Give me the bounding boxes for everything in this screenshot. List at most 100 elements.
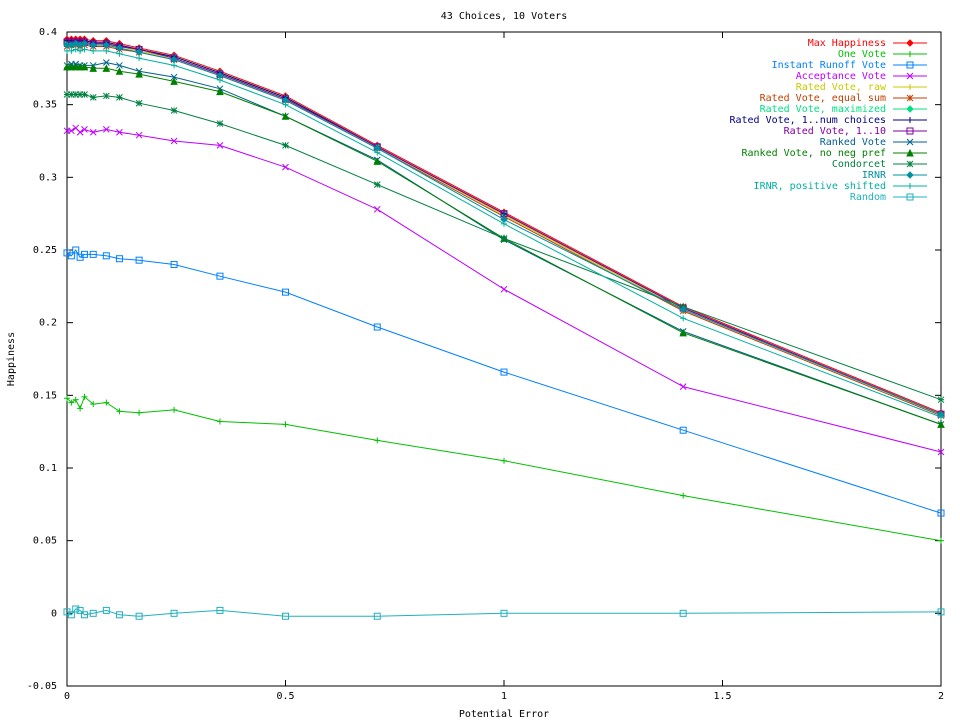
data-point	[81, 126, 88, 133]
data-point	[89, 609, 97, 617]
data-point	[282, 101, 289, 108]
point-square	[500, 368, 508, 376]
data-point	[500, 609, 508, 617]
data-point	[282, 163, 289, 171]
data-point	[102, 59, 110, 66]
point-square	[135, 256, 143, 264]
point-square	[115, 255, 123, 263]
point-square	[89, 250, 97, 258]
data-point	[72, 605, 80, 613]
point-stroke	[135, 99, 143, 107]
point-stroke	[937, 448, 945, 456]
point-square	[102, 606, 110, 614]
y-tick-label: 0.05	[33, 536, 57, 547]
data-point	[500, 368, 508, 376]
legend-label: Condorcet	[832, 159, 886, 170]
point-square	[282, 612, 289, 620]
point-square	[500, 609, 508, 617]
data-point	[170, 609, 178, 617]
data-point	[71, 62, 80, 71]
point-square	[170, 261, 178, 269]
data-point	[103, 399, 110, 406]
legend-label: Ranked Vote, no neg pref	[742, 148, 887, 159]
data-point	[937, 509, 945, 517]
data-point	[906, 171, 914, 179]
legend-label: Rated Vote, maximized	[760, 104, 886, 115]
legend-item: Instant Runoff Vote	[772, 60, 927, 71]
data-point	[501, 457, 507, 464]
y-tick-label: 0	[51, 608, 57, 619]
data-point	[906, 61, 914, 69]
data-point	[81, 46, 88, 53]
data-point	[906, 138, 914, 146]
point-square	[937, 608, 945, 616]
data-point	[90, 47, 97, 54]
point-stroke	[373, 181, 381, 188]
series-line	[67, 127, 942, 453]
data-point	[906, 160, 914, 168]
series-condorcet	[63, 91, 945, 404]
y-axis-label: Happiness	[6, 332, 17, 386]
data-point	[373, 157, 382, 165]
data-point	[216, 142, 224, 149]
data-point	[374, 437, 381, 444]
legend-item: Condorcet	[832, 159, 927, 170]
data-point	[216, 76, 223, 83]
data-point	[906, 148, 914, 157]
point-diamond	[906, 39, 914, 47]
point-stroke	[135, 131, 143, 139]
point-stroke	[102, 126, 110, 133]
data-point	[116, 128, 123, 136]
point-stroke	[116, 94, 123, 101]
point-stroke	[170, 137, 178, 145]
y-tick-label: 0.2	[39, 318, 57, 329]
data-point	[171, 406, 178, 413]
data-point	[282, 142, 289, 149]
point-triangle	[80, 62, 89, 71]
data-point	[906, 94, 914, 102]
y-tick-label: 0.25	[33, 245, 57, 256]
legend-label: Instant Runoff Vote	[772, 60, 886, 71]
legend-item: Ranked Vote, no neg pref	[742, 148, 927, 159]
legend-label: Ranked Vote	[820, 137, 886, 148]
data-point	[170, 73, 178, 81]
data-point	[102, 92, 110, 100]
series-instant-runoff-vote	[63, 246, 945, 517]
data-point	[102, 606, 110, 614]
series-line	[67, 66, 942, 425]
data-point	[906, 193, 914, 201]
data-point	[76, 606, 84, 614]
data-point	[907, 84, 913, 90]
point-stroke	[89, 94, 97, 101]
legend-label: Rated Vote, 1..num choices	[729, 115, 886, 126]
data-point	[282, 421, 289, 428]
point-stroke	[216, 120, 224, 127]
point-square	[937, 509, 945, 517]
y-tick-label: 0.4	[39, 27, 57, 38]
legend-label: Rated Vote, raw	[796, 82, 887, 93]
data-point	[72, 396, 79, 403]
data-point	[89, 128, 97, 136]
data-point	[67, 62, 76, 71]
y-tick-label: 0.1	[39, 463, 57, 474]
point-stroke	[906, 160, 914, 168]
data-point	[67, 611, 75, 619]
series-line	[66, 608, 942, 617]
point-square	[906, 61, 914, 69]
data-point	[103, 47, 110, 54]
point-square	[216, 606, 224, 614]
series-line	[66, 249, 942, 514]
point-triangle	[281, 112, 290, 120]
legend-label: Rated Vote, 1..10	[784, 126, 886, 137]
point-triangle	[67, 62, 76, 71]
data-point	[374, 149, 381, 156]
data-point	[171, 62, 178, 69]
point-stroke	[102, 59, 110, 66]
point-square	[115, 611, 123, 619]
point-triangle	[373, 157, 382, 165]
axes: 0 0.5 1 1.5 2 -0.05 0 0.05 0.1 0.15 0.2 0.25 0.3 0.35…	[27, 27, 944, 702]
series-line	[66, 395, 942, 542]
data-point	[216, 606, 224, 614]
legend-item: Ranked Vote	[820, 137, 927, 148]
point-square	[906, 127, 914, 135]
